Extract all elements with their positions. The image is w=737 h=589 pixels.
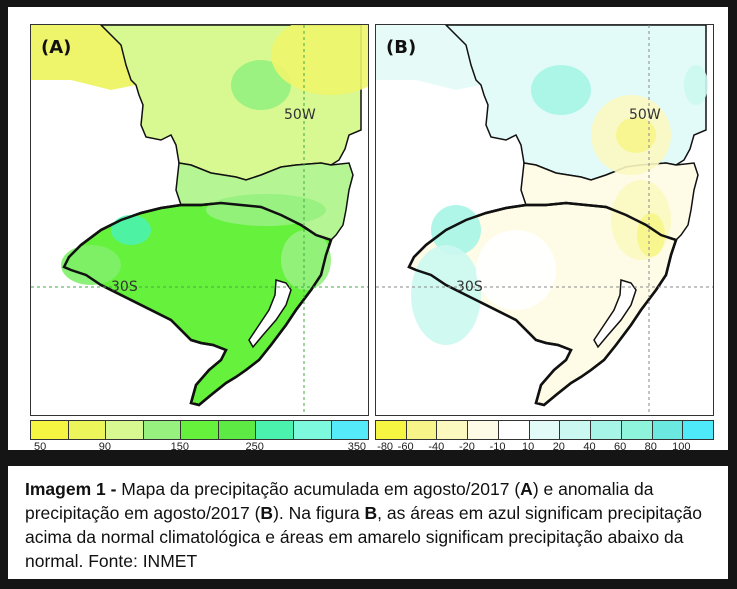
caption-text: Imagem 1 - Mapa da precipitação acumulad…	[25, 477, 728, 573]
anomaly-contour	[616, 117, 656, 153]
caption-part: , as áreas em azul significam precipitaç…	[25, 503, 703, 571]
region-north-west	[376, 25, 481, 90]
colorbar-segment	[31, 421, 69, 439]
region-north-west	[31, 25, 136, 90]
figure-caption: Imagem 1 - Mapa da precipitação acumulad…	[8, 466, 728, 579]
map-panel-b: (B) 50W 30S	[375, 24, 714, 416]
colorbar-segment	[68, 421, 107, 439]
latitude-label-a: 30S	[111, 279, 138, 295]
colorbar-tick-label: 350	[347, 441, 367, 453]
anomaly-map-b	[376, 25, 713, 415]
anomaly-contour	[231, 60, 291, 110]
caption-part: ). Na figura	[273, 503, 365, 523]
colorbar-segment	[683, 421, 714, 439]
colorbar-tick-label: -40	[428, 441, 445, 453]
colorbar-tick-label: -60	[397, 441, 414, 453]
colorbar-segment	[591, 421, 622, 439]
caption-part: ) e anomalia da precipitação em agosto/2…	[25, 479, 654, 523]
map-panel-a: (A) 50W 30S	[30, 24, 369, 416]
colorbar-ticks-b: -80 -60 -40 -20 -10 10 20 40 60 80 100	[375, 441, 712, 455]
colorbar-tick-label: 50	[33, 441, 47, 453]
caption-ref-a: A	[520, 479, 533, 499]
anomaly-contour	[111, 215, 151, 245]
caption-ref-b: B	[364, 503, 378, 523]
anomaly-contour	[411, 245, 481, 345]
colorbar-tick-label: 250	[245, 441, 264, 453]
colorbar-tick-label: 60	[613, 441, 627, 453]
lagoon	[593, 279, 637, 349]
caption-part: Mapa da precipitação acumulada em agosto…	[116, 479, 521, 499]
colorbar-segment	[181, 421, 219, 439]
lagoon	[248, 279, 292, 349]
colorbar-a	[30, 420, 369, 440]
colorbar-b	[375, 420, 714, 440]
caption-ref-b: B	[260, 503, 274, 523]
colorbar-segment	[143, 421, 182, 439]
colorbar-tick-label: 150	[170, 441, 189, 453]
colorbar-segment	[331, 421, 369, 439]
colorbar-tick-label: 20	[552, 441, 565, 453]
longitude-label-a: 50W	[284, 107, 316, 123]
colorbar-tick-label: 90	[98, 441, 111, 453]
colorbar-ticks-a: 50 90 150 250 350	[30, 441, 367, 455]
colorbar-segment	[256, 421, 294, 439]
colorbar-segment	[560, 421, 592, 439]
anomaly-contour	[431, 205, 481, 255]
colorbar-tick-label: -80	[377, 441, 394, 453]
colorbar-segment	[621, 421, 653, 439]
coastline	[62, 201, 333, 407]
latitude-label-b: 30S	[456, 279, 483, 295]
colorbar-tick-label: 80	[644, 441, 657, 453]
precipitation-map-a	[31, 25, 368, 415]
anomaly-contour	[281, 230, 331, 290]
caption-prefix: Imagem 1 -	[25, 479, 117, 499]
panel-label-b: (B)	[386, 37, 417, 58]
anomaly-contour	[61, 245, 121, 285]
colorbar-tick-label: 10	[522, 441, 535, 453]
coastline	[407, 201, 678, 407]
colorbar-segment	[293, 421, 332, 439]
colorbar-segment	[106, 421, 144, 439]
panel-label-a: (A)	[41, 37, 72, 58]
colorbar-segment	[406, 421, 438, 439]
colorbar-segment	[218, 421, 257, 439]
colorbar-segment	[437, 421, 469, 439]
anomaly-contour	[271, 25, 368, 95]
colorbar-tick-label: 40	[583, 441, 596, 453]
colorbar-tick-label: -20	[458, 441, 475, 453]
anomaly-contour	[531, 65, 591, 115]
colorbar-tick-label: -10	[489, 441, 506, 453]
figure-panel: (A) 50W 30S (B) 50W 30S 50 90 150 250 350 -8…	[8, 7, 728, 453]
colorbar-segment	[652, 421, 684, 439]
colorbar-tick-label: 100	[672, 441, 691, 453]
colorbar-segment	[468, 421, 499, 439]
colorbar-segment	[498, 421, 530, 439]
anomaly-contour	[684, 65, 708, 105]
longitude-label-b: 50W	[629, 107, 661, 123]
region-rio-grande-do-sul	[62, 201, 333, 407]
colorbar-segment	[529, 421, 561, 439]
anomaly-contour	[476, 230, 556, 310]
colorbar-segment	[376, 421, 407, 439]
